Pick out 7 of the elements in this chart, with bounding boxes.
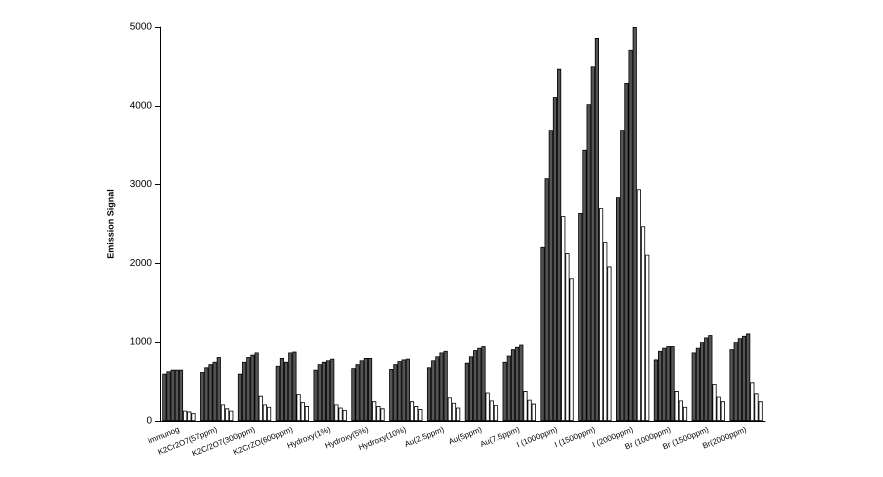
y-tick-label: 1000 (130, 336, 152, 348)
y-axis-title: Emission Signal (106, 189, 116, 259)
y-tick-label: 2000 (130, 258, 152, 269)
y-tick-label: 4000 (130, 100, 152, 112)
y-tick-label: 3000 (130, 179, 152, 190)
y-tick-label: 5000 (130, 22, 152, 32)
y-tick-label: 0 (146, 416, 152, 426)
